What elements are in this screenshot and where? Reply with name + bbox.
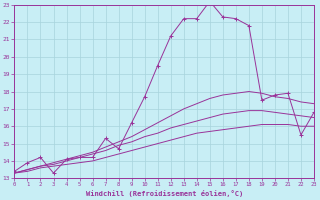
- X-axis label: Windchill (Refroidissement éolien,°C): Windchill (Refroidissement éolien,°C): [85, 190, 243, 197]
